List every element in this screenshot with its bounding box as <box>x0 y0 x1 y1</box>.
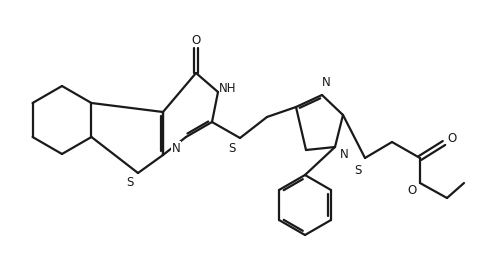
Text: N: N <box>172 142 180 154</box>
Text: S: S <box>126 176 134 189</box>
Text: NH: NH <box>219 82 237 95</box>
Text: O: O <box>191 33 201 46</box>
Text: S: S <box>354 164 362 176</box>
Text: N: N <box>340 148 348 161</box>
Text: S: S <box>228 142 236 154</box>
Text: N: N <box>321 76 330 89</box>
Text: O: O <box>407 183 416 197</box>
Text: O: O <box>447 131 456 144</box>
